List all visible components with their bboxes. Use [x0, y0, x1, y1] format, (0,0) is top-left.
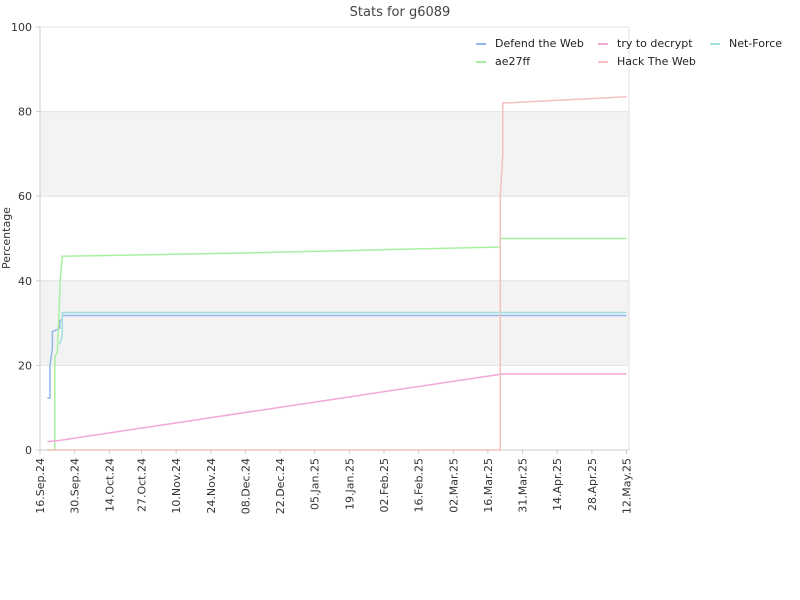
x-tick-label: 10.Nov.24 — [170, 458, 183, 514]
y-tick-label: 100 — [11, 21, 32, 34]
legend-entry: ae27ff — [495, 55, 531, 68]
x-tick-label: 12.May.25 — [621, 458, 634, 514]
series-line — [47, 96, 627, 451]
x-tick-label: 16.Mar.25 — [482, 458, 495, 513]
x-tick-label: 02.Feb.25 — [378, 458, 391, 512]
x-tick-label: 28.Apr.25 — [586, 458, 599, 511]
y-tick-label: 20 — [18, 359, 32, 372]
x-tick-label: 24.Nov.24 — [205, 458, 218, 514]
y-axis-label: Percentage — [0, 207, 13, 269]
x-tick-label: 30.Sep.24 — [69, 458, 82, 514]
legend-entry: Net-Force — [729, 37, 782, 50]
x-tick-label: 14.Oct.24 — [103, 458, 116, 512]
y-tick-labels: 0 20 40 60 80 100 — [11, 21, 40, 457]
legend-entry: Hack The Web — [617, 55, 696, 68]
chart-title: Stats for g6089 — [350, 5, 451, 20]
x-tick-label: 27.Oct.24 — [135, 458, 148, 512]
legend-entry: Defend the Web — [495, 37, 584, 50]
x-tick-label: 22.Dec.24 — [274, 458, 287, 514]
x-tick-label: 16.Feb.25 — [413, 458, 426, 512]
x-tick-label: 31.Mar.25 — [517, 458, 530, 513]
x-tick-label: 14.Apr.25 — [551, 458, 564, 511]
series-lines — [47, 96, 627, 451]
x-tick-label: 16.Sep.24 — [34, 458, 47, 514]
series-line — [47, 373, 627, 443]
legend: Defend the Web try to decrypt Net-Force ae2… — [476, 37, 782, 68]
series-line — [59, 311, 627, 345]
y-tick-label: 40 — [18, 275, 32, 288]
x-tick-label: 05.Jan.25 — [309, 458, 322, 510]
x-tick-label: 08.Dec.24 — [239, 458, 252, 514]
plot-band — [40, 280, 629, 366]
x-tick-label: 19.Jan.25 — [343, 458, 356, 510]
legend-entry: try to decrypt — [617, 37, 693, 50]
y-tick-label: 0 — [25, 444, 32, 457]
y-tick-label: 60 — [18, 190, 32, 203]
plot-background — [40, 111, 629, 366]
y-tick-label: 80 — [18, 106, 32, 119]
x-tick-labels: 16.Sep.24 30.Sep.24 14.Oct.24 27.Oct.24 10.N… — [34, 450, 634, 514]
plot-band — [40, 111, 629, 197]
x-tick-label: 02.Mar.25 — [447, 458, 460, 513]
